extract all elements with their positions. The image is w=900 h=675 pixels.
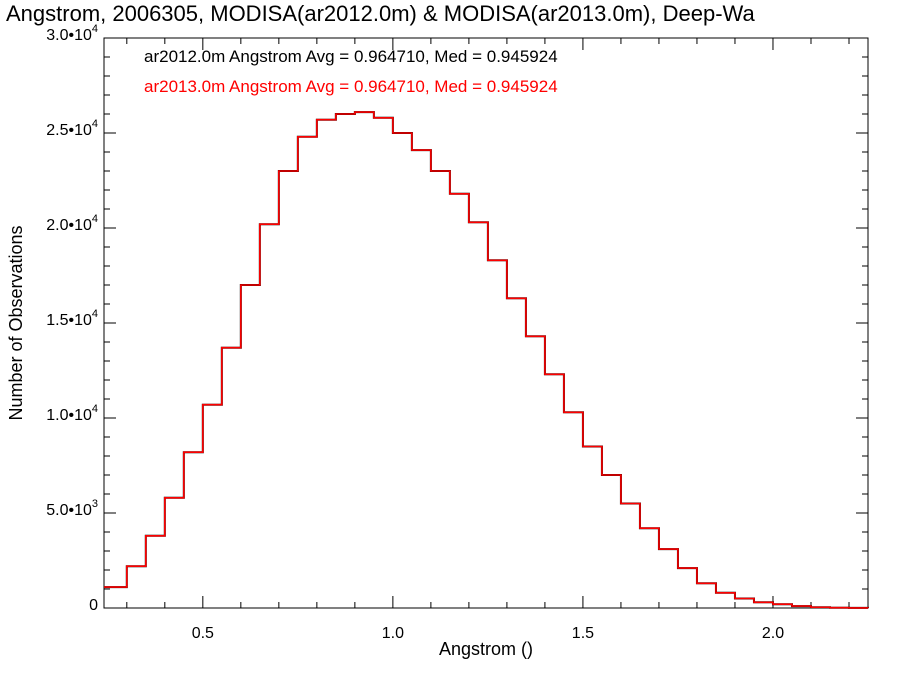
y-tick-label: 2.0•104 bbox=[46, 213, 98, 234]
series-ar2013.0m-line bbox=[104, 111, 869, 609]
y-tick-label: 1.0•104 bbox=[46, 403, 98, 424]
chart-title: Angstrom, 2006305, MODISA(ar2012.0m) & M… bbox=[6, 1, 755, 26]
y-tick-label: 3.0•104 bbox=[46, 23, 98, 44]
legend-entry-ar2013: ar2013.0m Angstrom Avg = 0.964710, Med =… bbox=[144, 77, 558, 96]
y-axis-label: Number of Observations bbox=[6, 225, 26, 420]
x-axis-label: Angstrom () bbox=[439, 639, 533, 659]
y-tick-label: 5.0•103 bbox=[46, 498, 98, 519]
y-tick-label: 1.5•104 bbox=[46, 308, 98, 329]
y-tick-label: 2.5•104 bbox=[46, 118, 98, 139]
legend-entry-ar2012: ar2012.0m Angstrom Avg = 0.964710, Med =… bbox=[144, 47, 558, 66]
x-tick-label: 1.5 bbox=[572, 625, 594, 642]
series-ar2012.0m-line bbox=[104, 111, 869, 609]
plot-frame bbox=[103, 37, 869, 609]
y-tick-label: 0 bbox=[89, 597, 98, 614]
x-tick-label: 1.0 bbox=[382, 625, 404, 642]
x-tick-label: 2.0 bbox=[762, 625, 784, 642]
x-tick-label: 0.5 bbox=[192, 625, 214, 642]
